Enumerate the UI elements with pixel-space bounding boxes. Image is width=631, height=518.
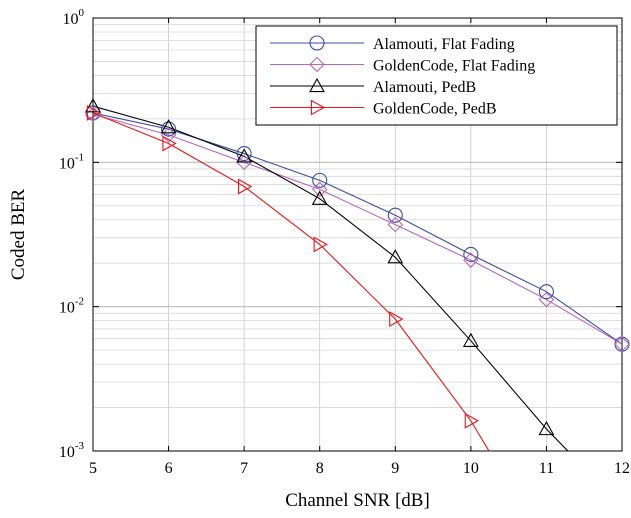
y-tick-label: 100 [63, 7, 85, 28]
data-point [463, 246, 479, 263]
x-tick-label: 8 [316, 460, 324, 477]
data-point [389, 311, 404, 328]
data-point [161, 121, 177, 137]
y-tick-exponent: -2 [75, 296, 84, 308]
y-tick-label: 10-1 [59, 151, 84, 172]
y-tick-base: 10 [59, 155, 75, 172]
series-markers [86, 104, 479, 429]
legend-marker [309, 35, 325, 51]
data-point [387, 249, 404, 264]
data-point [462, 332, 479, 347]
legend-label: GoldenCode, PedB [373, 101, 497, 118]
data-point [160, 119, 177, 134]
y-tick-label: 10-3 [59, 440, 85, 461]
series-layer [85, 98, 630, 451]
y-tick-exponent: -3 [75, 440, 85, 452]
series-group [93, 105, 569, 451]
y-tick-base: 10 [59, 444, 75, 461]
x-tick-label: 10 [463, 460, 479, 477]
series-group [93, 112, 622, 345]
legend-marker [309, 56, 325, 73]
data-point [538, 420, 555, 436]
data-point [85, 98, 101, 113]
series-line [93, 113, 622, 345]
x-tick-label: 7 [240, 460, 248, 477]
plot-frame [92, 17, 623, 452]
data-point [464, 412, 479, 429]
data-point [313, 236, 328, 253]
x-tick-label: 5 [89, 460, 97, 477]
x-tick-label: 6 [165, 460, 173, 477]
x-axis-label: Channel SNR [dB] [285, 490, 430, 511]
legend: Alamouti, Flat Fading GoldenCode, Flat Fa… [255, 25, 618, 126]
series-line [93, 112, 490, 451]
data-point [236, 146, 252, 162]
y-tick-base: 10 [63, 11, 79, 28]
data-point [387, 207, 403, 223]
legend-marker [310, 99, 326, 116]
legend-label: GoldenCode, Flat Fading [373, 58, 535, 75]
x-tick-label: 12 [614, 460, 630, 477]
data-point [311, 190, 328, 205]
data-point [538, 291, 555, 308]
legend-marker [309, 77, 325, 93]
data-point [86, 104, 102, 121]
data-point [538, 284, 554, 300]
data-point [312, 172, 328, 188]
data-point [387, 216, 404, 233]
data-point [311, 181, 328, 198]
data-point [237, 178, 253, 195]
series-group [93, 113, 622, 345]
y-tick-exponent: -1 [75, 151, 84, 163]
series-group [93, 112, 490, 451]
legend-label: Alamouti, PedB [373, 79, 476, 96]
y-tick-exponent: 0 [79, 7, 85, 19]
series-line [93, 105, 569, 451]
data-point [162, 135, 177, 152]
legend-label: Alamouti, Flat Fading [373, 36, 515, 53]
data-point [463, 252, 479, 268]
y-tick-label: 10-2 [59, 296, 84, 317]
data-point [236, 154, 252, 171]
data-point [614, 336, 630, 352]
x-tick-label: 9 [391, 460, 399, 477]
y-axis-label: Coded BER [8, 189, 29, 281]
y-tick-base: 10 [59, 300, 75, 317]
data-point [236, 148, 253, 163]
series-markers [85, 98, 555, 436]
series-line [93, 112, 622, 345]
x-tick-label: 11 [539, 460, 554, 477]
